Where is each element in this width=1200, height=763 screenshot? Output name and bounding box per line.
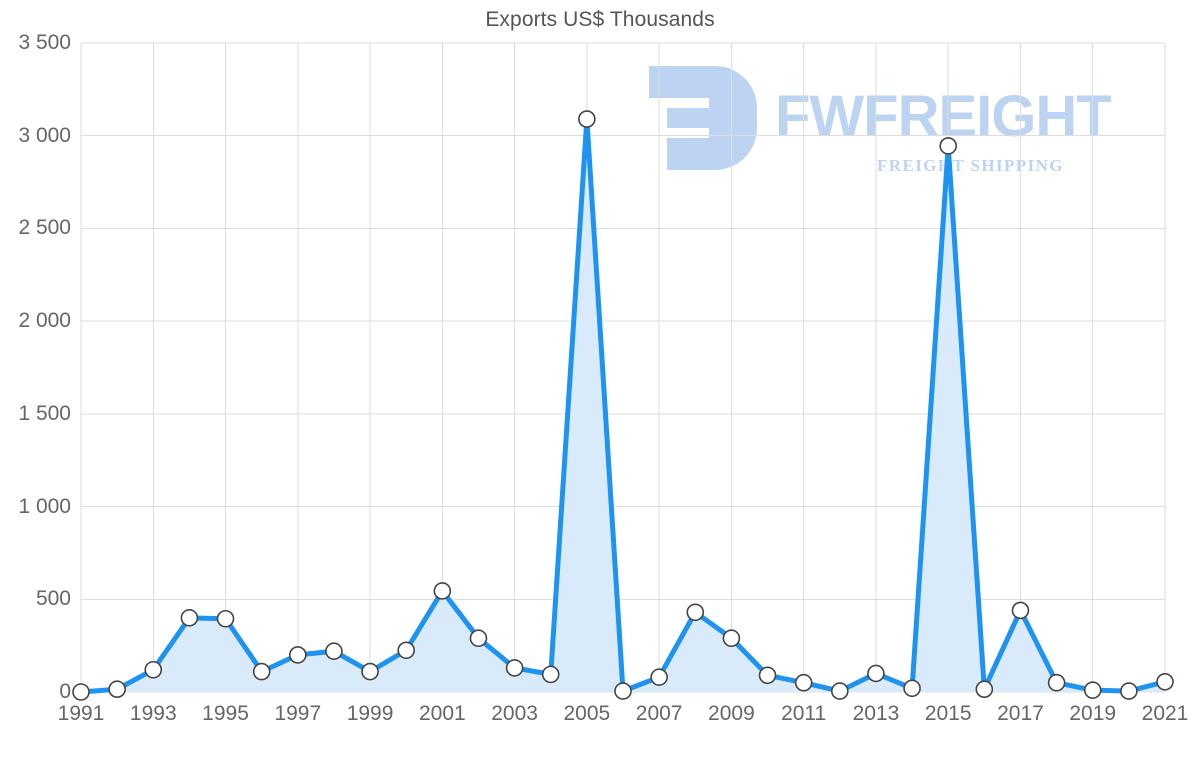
y-axis-tick-label: 1 500	[18, 401, 71, 425]
area-fill	[81, 119, 1165, 692]
y-axis-tick-label: 3 000	[18, 123, 71, 147]
x-axis-tick-label: 2015	[924, 702, 972, 725]
data-point-marker[interactable]	[578, 110, 596, 128]
x-axis-tick-label: 1993	[129, 702, 177, 725]
data-point-marker[interactable]	[541, 665, 560, 684]
y-axis-tick-label: 2 500	[18, 216, 71, 240]
data-point-marker[interactable]	[361, 662, 379, 681]
data-point-marker[interactable]	[433, 582, 452, 600]
data-point-marker[interactable]	[939, 137, 958, 155]
data-point-marker[interactable]	[72, 683, 90, 701]
data-point-marker[interactable]	[614, 682, 632, 700]
data-markers	[72, 110, 1174, 701]
data-point-marker[interactable]	[722, 629, 741, 648]
data-point-marker[interactable]	[108, 680, 126, 699]
x-axis-tick-label: 2019	[1069, 702, 1117, 725]
data-point-marker[interactable]	[469, 629, 488, 648]
data-point-marker[interactable]	[144, 660, 163, 679]
x-axis-tick-label: 2017	[997, 702, 1044, 725]
x-axis-tick-label: 1995	[202, 702, 249, 725]
x-axis-tick-label: 2001	[418, 702, 466, 725]
chart-title: Exports US$ Thousands	[485, 8, 715, 31]
data-point-marker[interactable]	[216, 609, 235, 628]
data-point-marker[interactable]	[325, 642, 343, 661]
x-axis-tick-label: 2009	[708, 702, 755, 725]
data-point-marker[interactable]	[758, 666, 777, 685]
data-point-marker[interactable]	[1120, 682, 1138, 700]
y-axis-tick-label: 2 000	[18, 309, 71, 333]
data-point-marker[interactable]	[686, 603, 705, 622]
y-axis-tick-label: 500	[35, 587, 71, 611]
data-point-marker[interactable]	[867, 664, 885, 683]
data-point-marker[interactable]	[830, 682, 849, 700]
x-axis-tick-label: 1991	[57, 702, 105, 725]
x-axis-tick-label: 1997	[274, 702, 322, 725]
data-point-marker[interactable]	[505, 659, 524, 677]
x-axis-tick-label: 2013	[852, 702, 900, 725]
data-point-marker[interactable]	[1083, 681, 1102, 699]
data-point-marker[interactable]	[650, 668, 668, 686]
x-axis-tick-label: 2007	[635, 702, 683, 725]
data-point-marker[interactable]	[1156, 672, 1174, 691]
data-point-marker[interactable]	[252, 662, 271, 681]
grid-lines	[80, 42, 1166, 693]
data-point-marker[interactable]	[180, 609, 199, 627]
x-axis-tick-label: 2003	[491, 702, 538, 725]
data-line	[78, 116, 1168, 695]
data-point-marker[interactable]	[975, 680, 994, 699]
y-axis-tick-label: 1 000	[18, 494, 71, 518]
data-point-marker[interactable]	[1011, 601, 1030, 620]
data-point-marker[interactable]	[903, 679, 921, 698]
data-point-marker[interactable]	[794, 673, 813, 692]
x-axis-tick-label: 2005	[563, 702, 611, 725]
x-axis-tick-label: 2021	[1141, 702, 1189, 725]
data-point-marker[interactable]	[1047, 673, 1066, 692]
y-axis-tick-label: 3 500	[18, 31, 71, 54]
x-axis-tick-label: 2011	[781, 702, 827, 725]
data-point-marker[interactable]	[288, 646, 307, 664]
y-axis-tick-label: 0	[59, 680, 71, 703]
data-point-marker[interactable]	[397, 641, 416, 660]
x-axis-tick-label: 1999	[346, 702, 394, 725]
